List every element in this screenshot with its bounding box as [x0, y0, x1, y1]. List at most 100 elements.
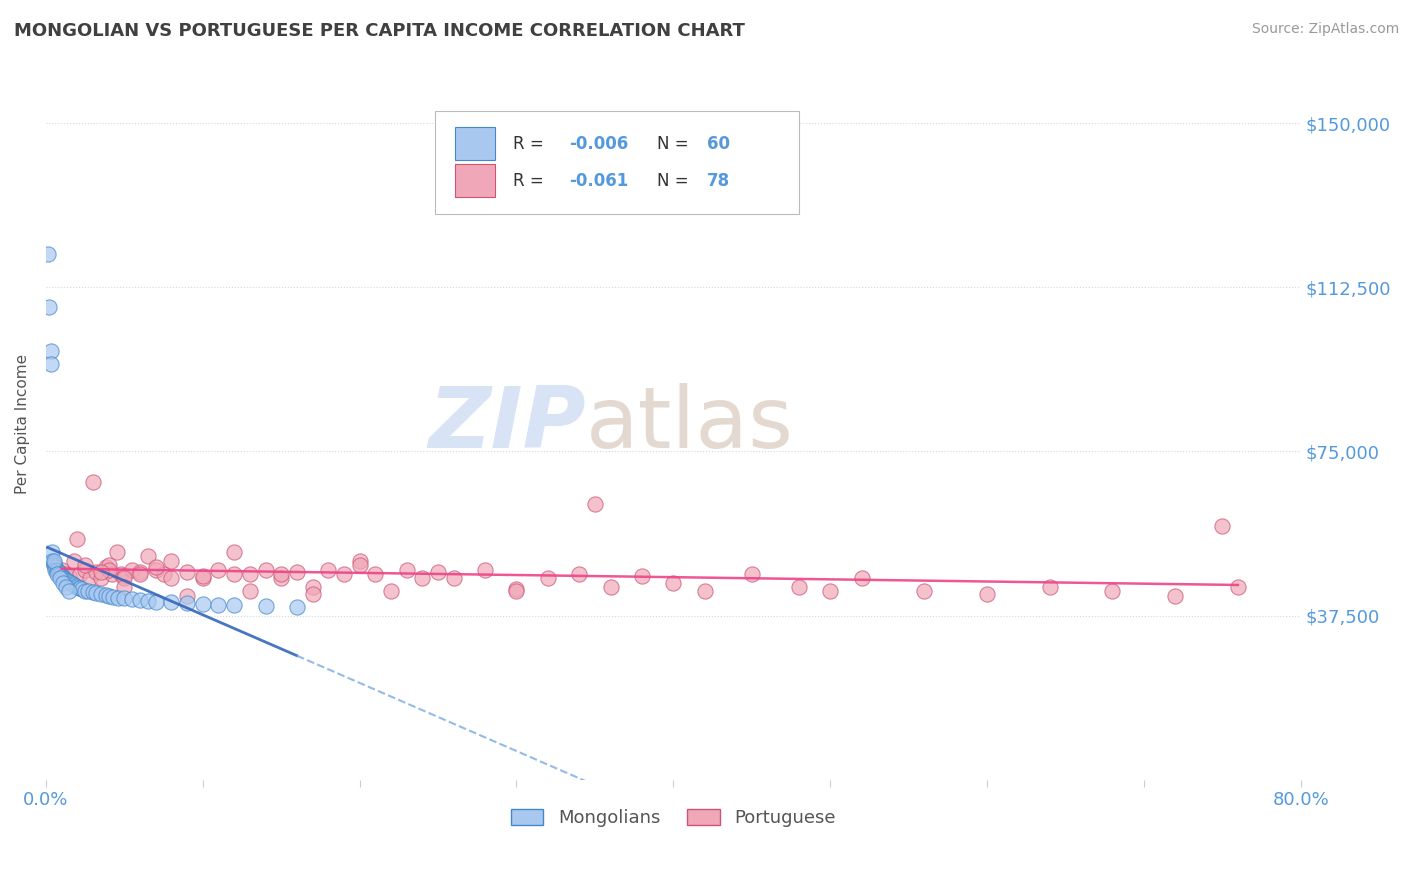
Text: ZIP: ZIP [427, 383, 585, 466]
Point [39, 343, 62, 358]
Point [176, 589, 198, 603]
Point [53, 572, 76, 586]
Point [67, 581, 90, 595]
Point [63, 554, 86, 568]
Point [239, 566, 262, 581]
Point [58, 584, 80, 599]
Point [48, 565, 70, 579]
Point [145, 594, 167, 608]
Point [46, 566, 69, 581]
Point [631, 569, 654, 583]
Point [662, 575, 685, 590]
Point [39, 357, 62, 371]
Point [42, 554, 65, 568]
Point [58, 575, 80, 590]
Point [316, 563, 339, 577]
Point [112, 569, 135, 583]
Point [66, 532, 89, 546]
Point [107, 591, 129, 605]
Point [129, 566, 152, 581]
Point [364, 566, 387, 581]
Point [301, 587, 323, 601]
Point [191, 569, 214, 583]
Text: R =: R = [513, 171, 544, 189]
Text: -0.006: -0.006 [569, 135, 628, 153]
Point [69, 566, 91, 581]
Point [112, 591, 135, 606]
Point [75, 563, 97, 577]
Point [37, 247, 59, 261]
Point [90, 565, 112, 579]
Point [136, 594, 159, 608]
Point [94, 560, 117, 574]
Point [505, 582, 527, 597]
Point [84, 586, 107, 600]
Point [46, 564, 69, 578]
Point [38, 300, 60, 314]
Point [112, 571, 135, 585]
Point [207, 563, 229, 577]
Point [380, 584, 402, 599]
Point [411, 571, 433, 585]
Point [176, 596, 198, 610]
Point [270, 566, 292, 581]
Point [129, 593, 152, 607]
Point [121, 592, 143, 607]
Point [69, 582, 91, 596]
FancyBboxPatch shape [434, 112, 799, 214]
Point [851, 571, 873, 585]
Y-axis label: Per Capita Income: Per Capita Income [15, 354, 30, 494]
Point [52, 571, 75, 585]
Point [44, 560, 66, 574]
Point [285, 565, 308, 579]
Point [101, 566, 124, 581]
Point [129, 565, 152, 579]
Point [1039, 580, 1062, 594]
Point [976, 587, 998, 601]
Point [818, 584, 841, 599]
Point [97, 589, 120, 603]
Point [90, 571, 112, 585]
Point [152, 566, 174, 581]
Point [349, 554, 371, 568]
Point [55, 574, 77, 588]
Text: atlas: atlas [585, 383, 793, 466]
Point [136, 549, 159, 564]
Point [112, 580, 135, 594]
Point [301, 580, 323, 594]
Point [568, 566, 591, 581]
Point [333, 566, 356, 581]
Point [41, 545, 63, 559]
Point [160, 595, 183, 609]
Point [474, 563, 496, 577]
Point [741, 566, 763, 581]
Point [82, 585, 104, 599]
Point [82, 475, 104, 489]
Point [1211, 518, 1233, 533]
Point [49, 567, 72, 582]
Point [224, 599, 246, 613]
Point [90, 587, 112, 601]
Point [145, 563, 167, 577]
Point [349, 558, 371, 573]
Point [75, 558, 97, 573]
Point [176, 565, 198, 579]
Point [42, 558, 65, 573]
Point [191, 597, 214, 611]
Point [239, 584, 262, 599]
Point [145, 560, 167, 574]
Text: 78: 78 [707, 171, 730, 189]
Point [599, 580, 621, 594]
Point [121, 563, 143, 577]
Point [62, 577, 84, 591]
Point [55, 580, 77, 594]
Point [65, 579, 87, 593]
Point [70, 582, 93, 597]
Point [58, 569, 80, 583]
Text: MONGOLIAN VS PORTUGUESE PER CAPITA INCOME CORRELATION CHART: MONGOLIAN VS PORTUGUESE PER CAPITA INCOM… [14, 22, 745, 40]
Text: R =: R = [513, 135, 544, 153]
Text: -0.061: -0.061 [569, 171, 628, 189]
Point [160, 554, 183, 568]
Point [53, 573, 76, 587]
Point [84, 565, 107, 579]
